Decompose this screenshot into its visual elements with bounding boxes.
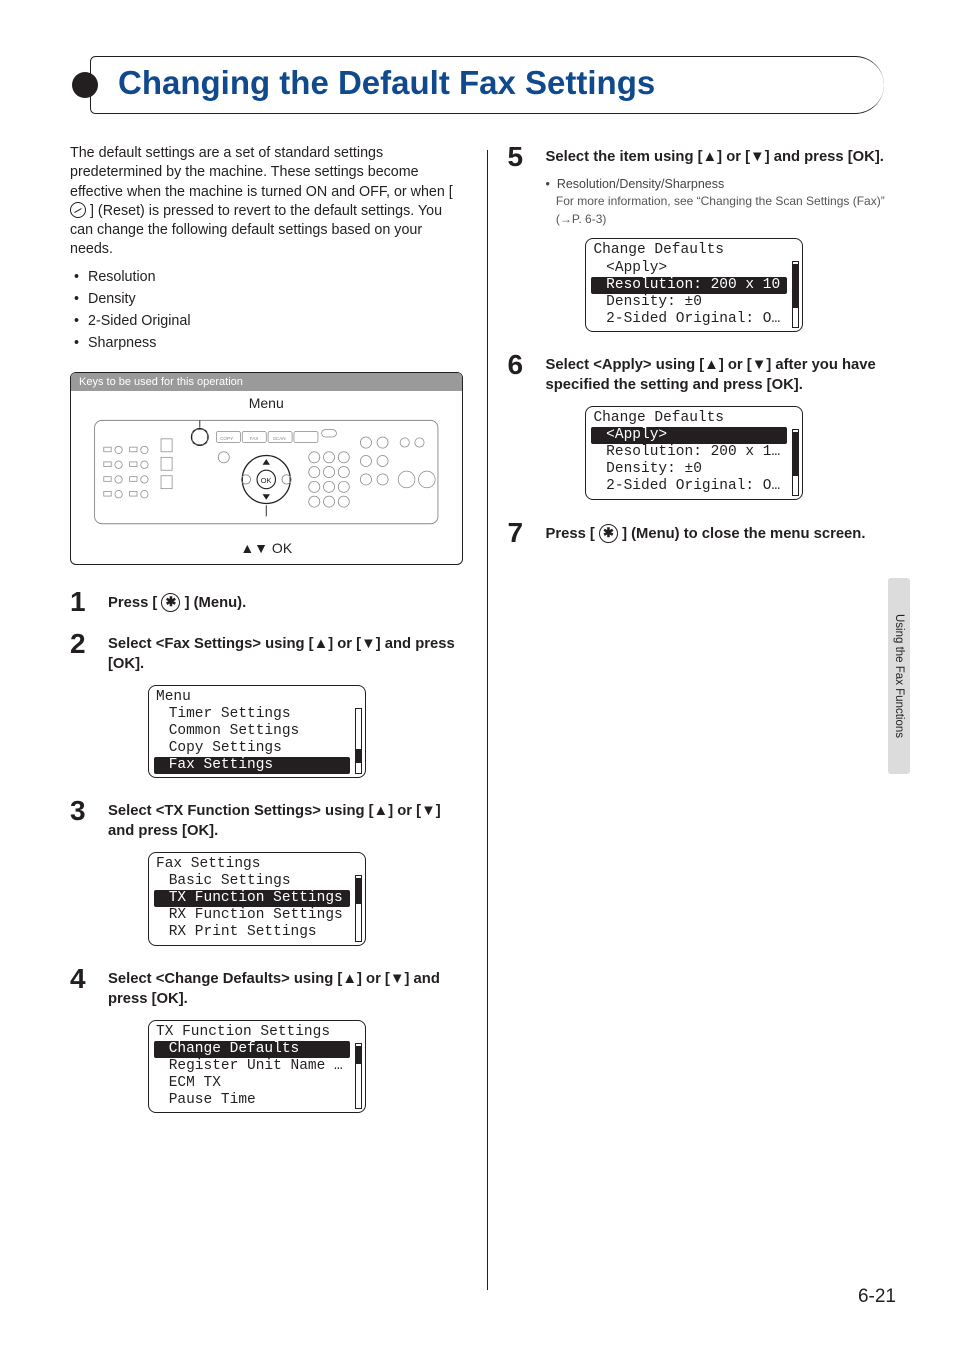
lcd-row-selected: Fax Settings [154,757,350,774]
lcd-row: Copy Settings [154,740,362,757]
bullet-item: 2-Sided Original [74,310,463,332]
step-4: 4 Select <Change Defaults> using [▲] or … [70,966,463,1117]
lcd-scrollbar [355,708,362,775]
column-divider [487,150,488,1290]
side-tab-label: Using the Fax Functions [893,614,905,738]
step-number: 4 [70,966,94,1117]
svg-text:SCAN: SCAN [273,436,286,441]
lcd-row-selected: Change Defaults [154,1041,350,1058]
lcd-row-selected: Resolution: 200 x 10 [591,277,787,294]
step-3: 3 Select <TX Function Settings> using [▲… [70,798,463,949]
svg-text:FAX: FAX [250,436,259,441]
intro-paragraph: The default settings are a set of standa… [70,144,463,260]
lcd-row-selected: TX Function Settings [154,890,350,907]
lcd-scroll-thumb [793,264,798,308]
step-number: 2 [70,631,94,782]
banner-bullet-icon [72,72,98,98]
step-subnote: • Resolution/Density/Sharpness For more … [545,176,900,229]
svg-text:OK: OK [261,477,272,486]
intro-text-b: ] (Reset) is pressed to revert to the de… [70,203,442,258]
lcd-row: Common Settings [154,723,362,740]
lcd-title: Change Defaults [591,410,799,427]
lcd-scrollbar [792,429,799,496]
step-number: 5 [507,144,531,336]
step-text: Select <Fax Settings> using [▲] or [▼] a… [108,635,463,675]
reset-icon [70,202,86,218]
control-panel-illustration: COPY FAX SCAN OK [79,413,454,538]
left-column: The default settings are a set of standa… [70,144,463,1290]
step-number: 6 [507,352,531,503]
bullet-item: Density [74,288,463,310]
right-column: 5 Select the item using [▲] or [▼] and p… [507,144,900,1290]
lcd-scrollbar [355,1043,362,1110]
step-6: 6 Select <Apply> using [▲] or [▼] after … [507,352,900,503]
side-tab: Using the Fax Functions [888,578,910,774]
bullet-item: Sharpness [74,332,463,354]
step-number: 3 [70,798,94,949]
lcd-display: Change Defaults <Apply> Resolution: 200 … [585,238,803,332]
lcd-display: Change Defaults <Apply> Resolution: 200 … [585,406,803,500]
lcd-row: Timer Settings [154,706,362,723]
bullet-item: Resolution [74,266,463,288]
keys-box-foot-label: ▲▼ OK [79,540,454,556]
page-number: 6-21 [858,1286,896,1308]
step-1: 1 Press [ ] (Menu). [70,589,463,614]
lcd-title: Fax Settings [154,856,362,873]
step-text: Press [ ] (Menu). [108,593,463,614]
step-number: 1 [70,589,94,614]
menu-icon [161,593,180,612]
step-5: 5 Select the item using [▲] or [▼] and p… [507,144,900,336]
lcd-row: Register Unit Name … [154,1058,362,1075]
menu-icon [599,524,618,543]
intro-bullets: Resolution Density 2-Sided Original Shar… [74,266,463,355]
lcd-row: ECM TX [154,1075,362,1092]
lcd-display: Fax Settings Basic Settings TX Function … [148,852,366,946]
intro-text-a: The default settings are a set of standa… [70,145,453,200]
section-banner: Changing the Default Fax Settings [54,56,900,116]
lcd-display: TX Function Settings Change Defaults Reg… [148,1020,366,1114]
lcd-scrollbar [792,261,799,328]
lcd-row: Density: ±0 [591,461,799,478]
lcd-row: RX Print Settings [154,924,362,941]
lcd-row: Density: ±0 [591,294,799,311]
step-text: Select <Apply> using [▲] or [▼] after yo… [545,356,900,396]
lcd-scroll-thumb [356,878,361,904]
section-title: Changing the Default Fax Settings [118,64,655,102]
keys-box-menu-label: Menu [79,395,454,411]
step-text: Select the item using [▲] or [▼] and pre… [545,148,900,168]
step-text: Select <Change Defaults> using [▲] or [▼… [108,970,463,1010]
lcd-row: RX Function Settings [154,907,362,924]
lcd-row: 2-Sided Original: O… [591,478,799,495]
lcd-row: Resolution: 200 x 1… [591,444,799,461]
keys-box: Keys to be used for this operation Menu [70,372,463,565]
lcd-row: Pause Time [154,1092,362,1109]
lcd-title: Change Defaults [591,242,799,259]
step-text: Select <TX Function Settings> using [▲] … [108,802,463,842]
svg-text:COPY: COPY [220,436,233,441]
keys-box-head: Keys to be used for this operation [71,373,462,391]
step-7: 7 Press [ ] (Menu) to close the menu scr… [507,520,900,545]
lcd-scroll-thumb [356,749,361,763]
lcd-scrollbar [355,875,362,942]
lcd-row: <Apply> [591,260,799,277]
lcd-scroll-thumb [793,432,798,476]
lcd-row: 2-Sided Original: O… [591,311,799,328]
lcd-row: Basic Settings [154,873,362,890]
lcd-title: TX Function Settings [154,1024,362,1041]
step-2: 2 Select <Fax Settings> using [▲] or [▼]… [70,631,463,782]
lcd-title: Menu [154,689,362,706]
lcd-row-selected: <Apply> [591,427,787,444]
lcd-display: Menu Timer Settings Common Settings Copy… [148,685,366,779]
step-text: Press [ ] (Menu) to close the menu scree… [545,524,900,545]
lcd-scroll-thumb [356,1046,361,1064]
step-number: 7 [507,520,531,545]
